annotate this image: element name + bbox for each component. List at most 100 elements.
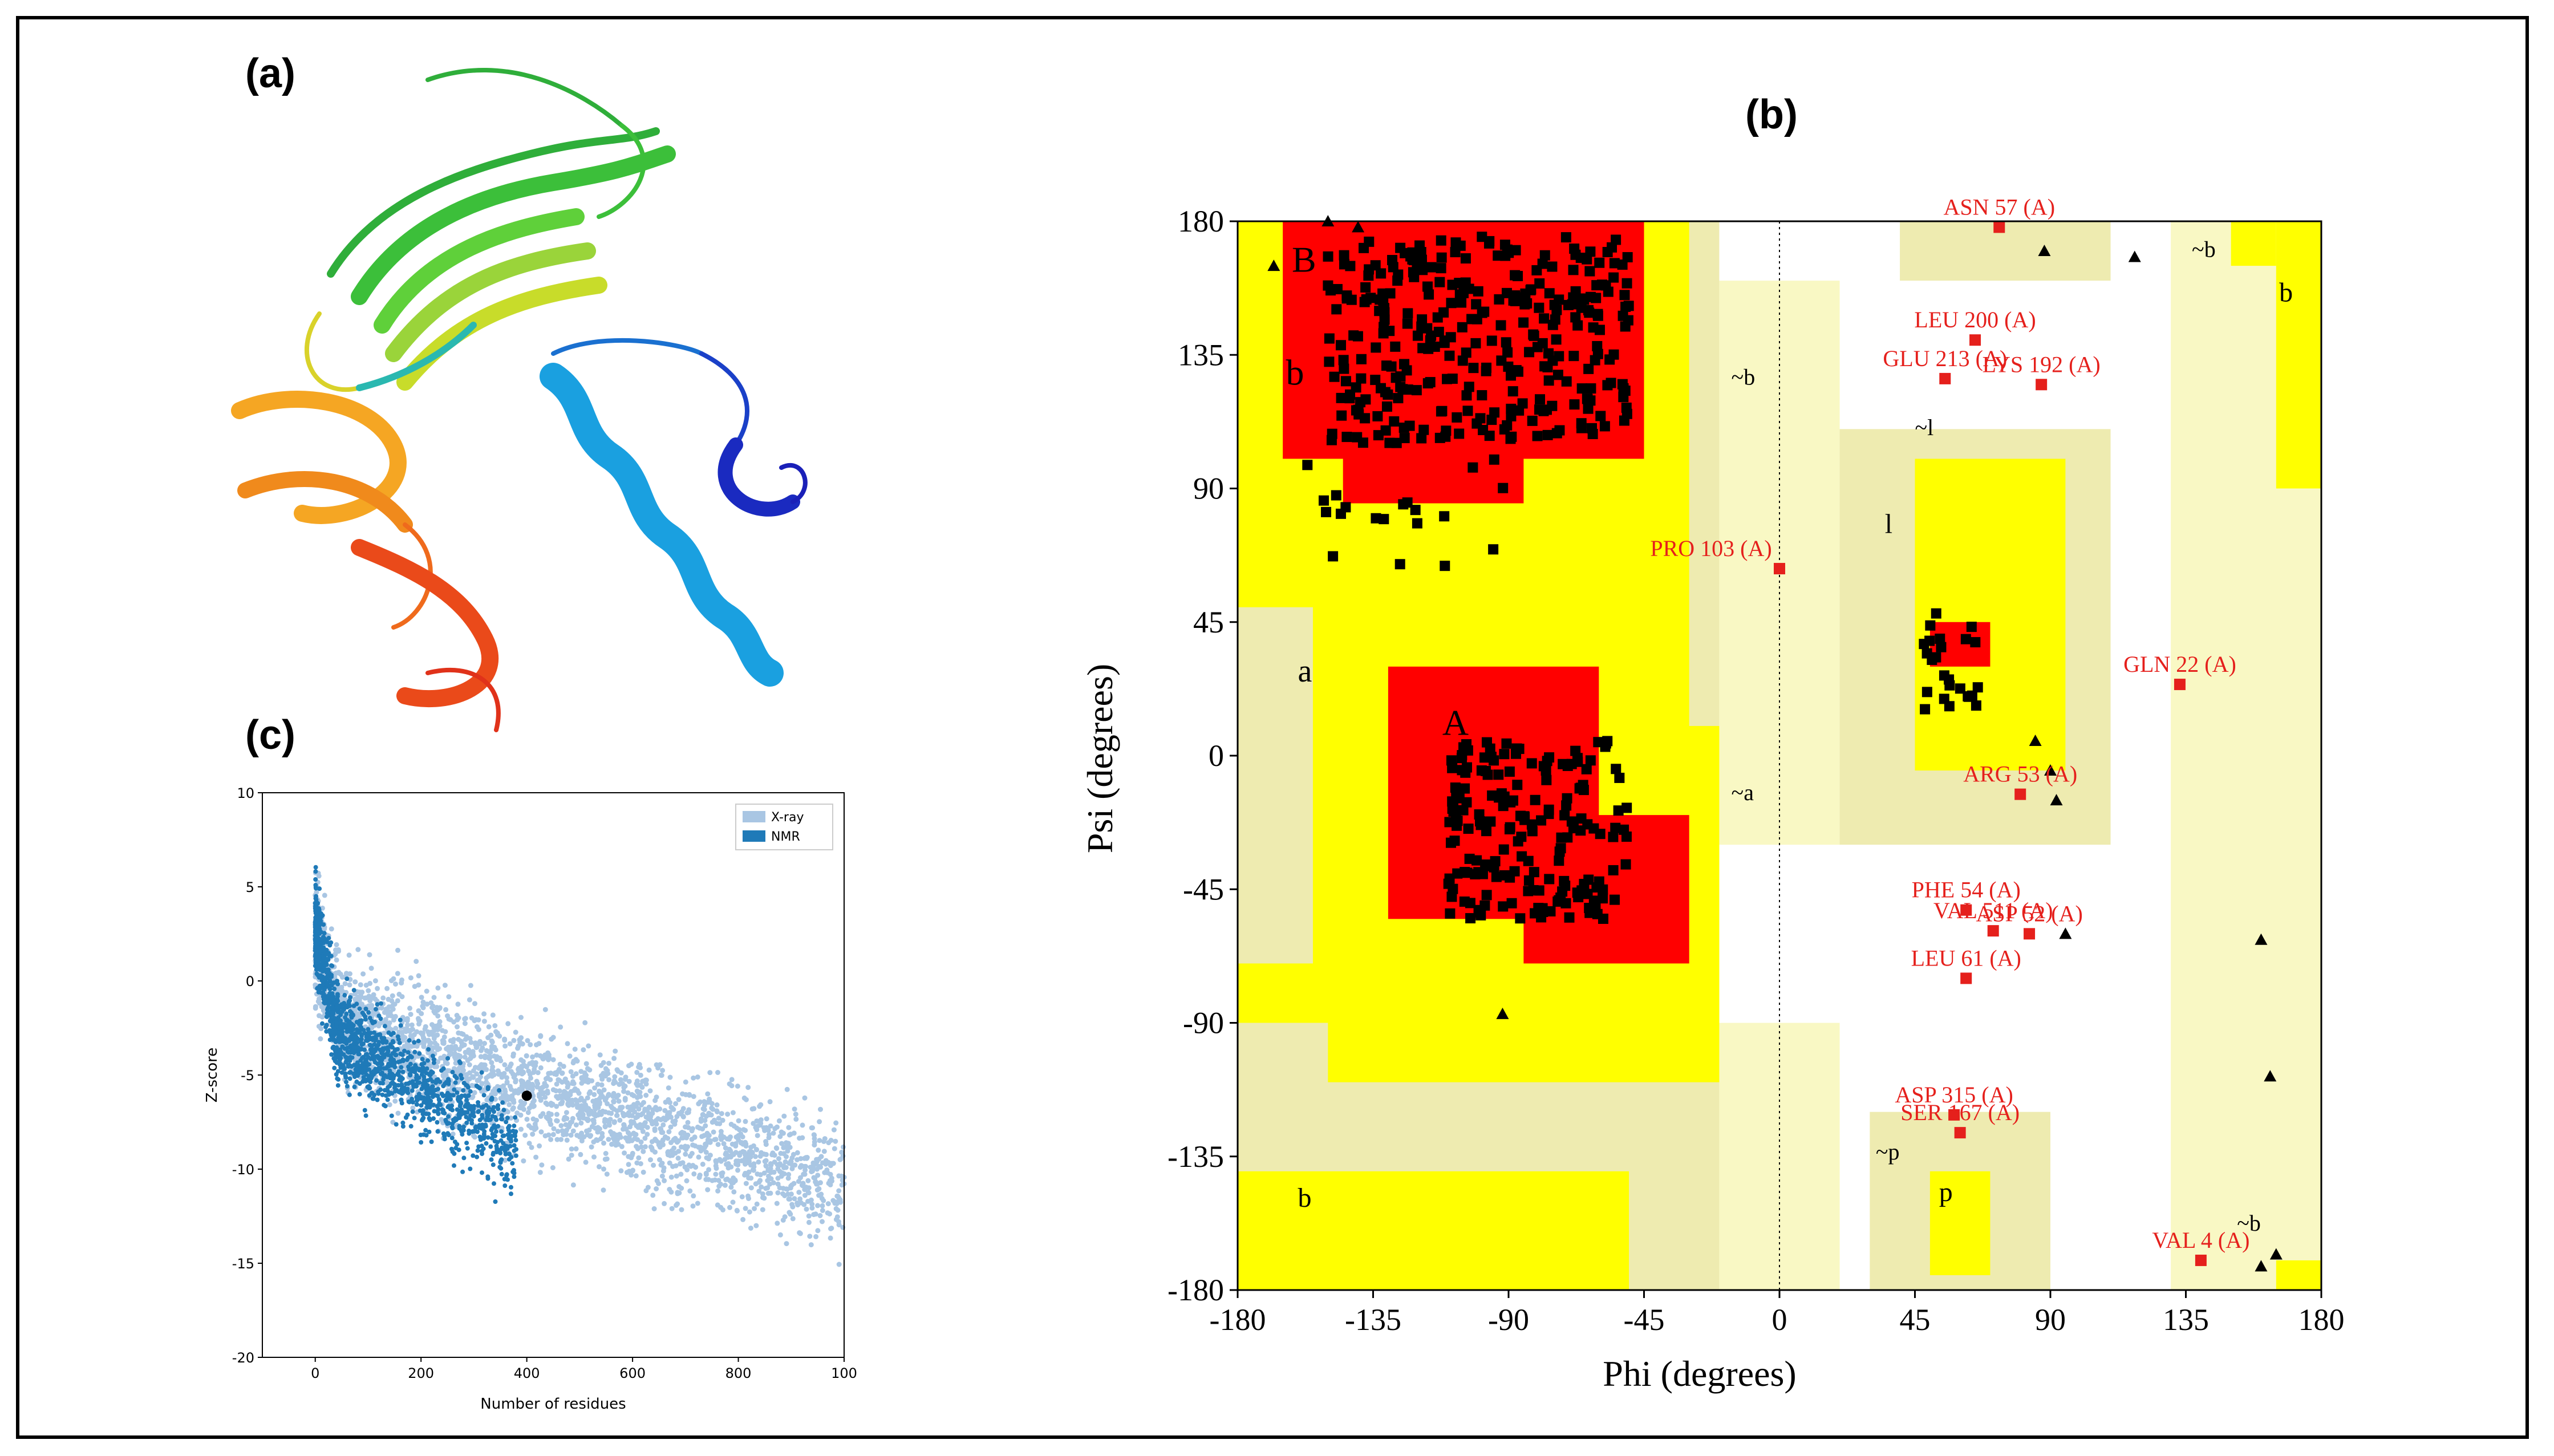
nmr-point xyxy=(496,1106,501,1112)
xray-point xyxy=(569,1119,575,1125)
xray-point xyxy=(814,1181,820,1187)
xray-point xyxy=(754,1201,760,1207)
xray-point xyxy=(776,1118,782,1124)
xray-point xyxy=(606,1077,612,1082)
residue-point xyxy=(1340,502,1351,513)
residue-point xyxy=(1590,355,1600,366)
residue-point xyxy=(1527,415,1538,426)
nmr-point xyxy=(512,1148,517,1153)
zscore-x-tick-label: 0 xyxy=(311,1365,319,1381)
panel-label-a: (a) xyxy=(245,51,295,96)
nmr-point xyxy=(513,1129,518,1134)
nmr-point xyxy=(367,1067,372,1072)
xray-point xyxy=(367,980,373,986)
nmr-point xyxy=(386,1030,391,1035)
xray-point xyxy=(581,1047,586,1053)
xray-point xyxy=(606,1092,611,1097)
figure-frame xyxy=(16,16,2529,1439)
nmr-point xyxy=(330,1012,335,1017)
nmr-point xyxy=(382,1102,387,1108)
residue-point xyxy=(1321,506,1332,517)
residue-point xyxy=(1506,411,1517,421)
residue-point xyxy=(1551,305,1562,315)
nmr-point xyxy=(455,1090,460,1095)
nmr-point xyxy=(361,1028,366,1033)
residue-point xyxy=(1511,743,1522,754)
residue-point xyxy=(1502,347,1513,358)
xray-point xyxy=(611,1135,616,1141)
nmr-point xyxy=(501,1133,506,1138)
xray-point xyxy=(504,1080,510,1086)
xray-point xyxy=(783,1159,788,1165)
nmr-point xyxy=(370,1090,375,1096)
nmr-point xyxy=(371,1069,376,1074)
nmr-point xyxy=(468,1089,473,1094)
outlier-point xyxy=(1969,334,1981,346)
xray-point xyxy=(452,1054,457,1060)
xray-point xyxy=(761,1125,767,1130)
nmr-point xyxy=(391,1061,396,1066)
xray-point xyxy=(646,1110,651,1116)
nmr-point xyxy=(473,1125,478,1130)
residue-point xyxy=(1529,867,1539,878)
xray-point xyxy=(502,1043,508,1049)
residue-point xyxy=(1346,294,1357,305)
nmr-point xyxy=(363,1078,368,1084)
xray-point xyxy=(570,1128,576,1134)
residue-point xyxy=(1339,363,1349,374)
xray-point xyxy=(686,1125,691,1130)
xray-point xyxy=(529,1060,535,1065)
xray-point xyxy=(785,1175,791,1181)
xray-point xyxy=(446,1045,451,1051)
xray-point xyxy=(431,995,437,1000)
xray-point xyxy=(375,985,380,991)
nmr-point xyxy=(336,1077,341,1082)
xray-point xyxy=(578,1120,584,1126)
residue-point xyxy=(1560,881,1571,891)
xray-point xyxy=(420,1031,425,1036)
xray-point xyxy=(551,1126,557,1131)
xray-point xyxy=(566,1124,571,1130)
xray-point xyxy=(802,1193,808,1198)
xray-point xyxy=(586,1043,591,1049)
residue-point xyxy=(1519,814,1530,825)
xray-point xyxy=(366,1003,372,1009)
nmr-point xyxy=(391,1040,396,1045)
nmr-point xyxy=(344,1080,348,1085)
nmr-point xyxy=(333,1052,338,1057)
residue-point xyxy=(1581,764,1592,774)
xray-point xyxy=(602,1124,608,1129)
residue-point xyxy=(1411,385,1422,396)
xray-point xyxy=(621,1089,627,1094)
nmr-point xyxy=(406,1055,411,1060)
outlier-label: ASN 57 (A) xyxy=(1944,194,2056,220)
xray-point xyxy=(606,1120,612,1126)
nmr-point xyxy=(461,1155,467,1161)
region-label: B xyxy=(1292,239,1316,279)
residue-point xyxy=(1539,250,1550,261)
region-label: b xyxy=(2279,278,2293,308)
xray-point xyxy=(618,1168,624,1174)
xray-point xyxy=(454,1012,460,1018)
xray-point xyxy=(405,1027,411,1033)
xray-point xyxy=(550,1165,556,1170)
xray-point xyxy=(675,1155,681,1161)
xray-point xyxy=(520,1078,526,1084)
xray-point xyxy=(742,1172,747,1178)
nmr-point xyxy=(438,1102,443,1108)
xray-point xyxy=(467,997,472,1003)
region-label: l xyxy=(1885,509,1892,540)
residue-point xyxy=(1432,312,1443,323)
zscore-x-tick-label: 400 xyxy=(514,1365,540,1381)
xray-point xyxy=(521,1062,526,1068)
xray-point xyxy=(775,1220,780,1226)
residue-point xyxy=(1348,330,1359,341)
xray-point xyxy=(614,1108,620,1114)
xray-point xyxy=(644,1131,650,1137)
xray-point xyxy=(554,1118,560,1124)
xray-point xyxy=(595,1081,601,1087)
nmr-point xyxy=(464,1120,469,1125)
xray-point xyxy=(790,1216,796,1222)
xray-point xyxy=(735,1084,740,1089)
